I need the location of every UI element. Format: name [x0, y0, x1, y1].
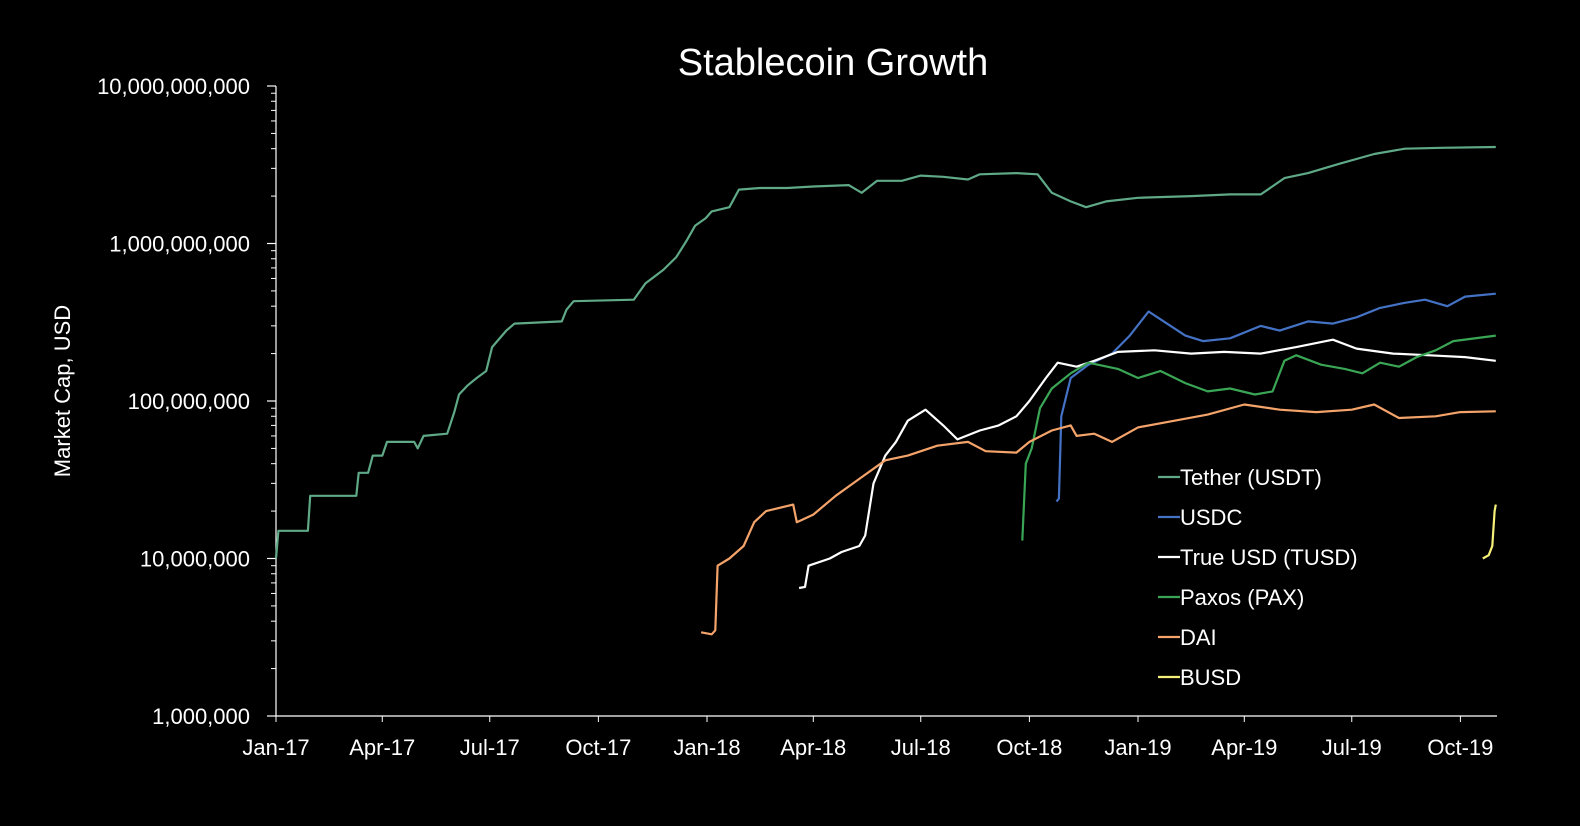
x-tick-label: Apr-19: [1211, 735, 1277, 760]
x-tick-label: Apr-18: [780, 735, 846, 760]
series-line-busd: [1482, 504, 1497, 560]
legend-label: Paxos (PAX): [1180, 585, 1304, 610]
legend: Tether (USDT) USDC True USD (TUSD) Paxos (P…: [1158, 465, 1358, 690]
x-tick-label: Jan-17: [242, 735, 309, 760]
y-tick-label: 10,000,000: [140, 547, 250, 572]
y-tick-label: 100,000,000: [128, 389, 250, 414]
series-line-dai: [700, 403, 1496, 636]
series-layer: [274, 145, 1497, 636]
y-tick-label: 1,000,000: [152, 704, 250, 729]
x-tick-label: Apr-17: [349, 735, 415, 760]
x-tick-label: Jan-19: [1104, 735, 1171, 760]
x-tick-label: Oct-17: [565, 735, 631, 760]
legend-label: True USD (TUSD): [1180, 545, 1358, 570]
chart-title: Stablecoin Growth: [678, 42, 989, 84]
x-tick-label: Oct-19: [1427, 735, 1493, 760]
series-line-usdc: [1055, 292, 1496, 503]
x-tick-label: Oct-18: [996, 735, 1062, 760]
x-tick-label: Jul-17: [460, 735, 520, 760]
x-tick-label: Jul-19: [1322, 735, 1382, 760]
y-tick-label: 10,000,000,000: [97, 74, 250, 99]
axes: 10,000,000,000 1,000,000,000 100,000,000 10…: [97, 74, 1497, 760]
y-axis-label: Market Cap, USD: [50, 305, 75, 477]
legend-label: DAI: [1180, 625, 1217, 650]
y-tick-label: 1,000,000,000: [109, 232, 250, 257]
legend-label: Tether (USDT): [1180, 465, 1322, 490]
x-tick-label: Jul-18: [891, 735, 951, 760]
legend-label: USDC: [1180, 505, 1242, 530]
series-line-true-usd-tusd: [798, 338, 1496, 590]
series-line-tether-usdt: [274, 145, 1496, 559]
legend-label: BUSD: [1180, 665, 1241, 690]
x-tick-label: Jan-18: [673, 735, 740, 760]
series-line-paxos-pax: [1021, 334, 1496, 541]
